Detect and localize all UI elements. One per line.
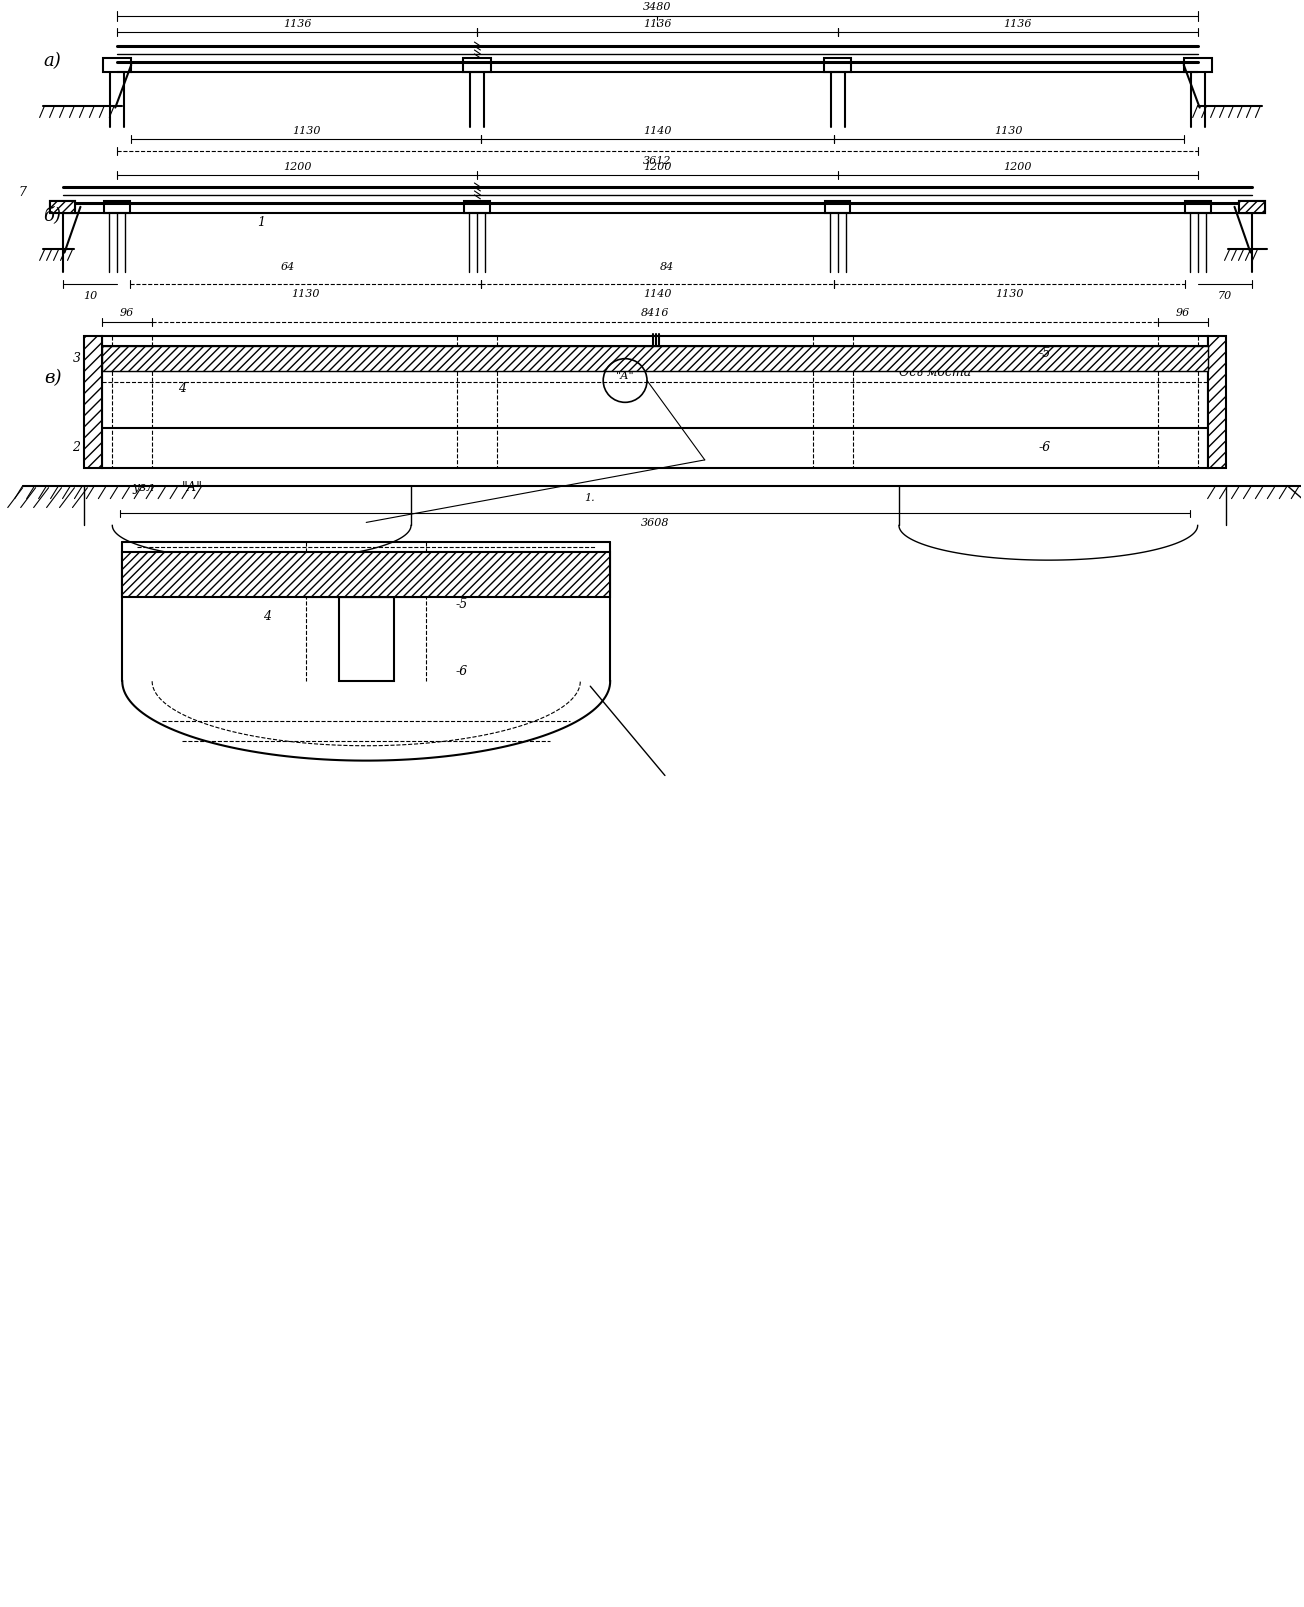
Text: 8416: 8416	[640, 309, 669, 318]
Bar	[463, 58, 492, 72]
Text: 4: 4	[179, 382, 186, 395]
Text: 3612: 3612	[643, 156, 672, 166]
Text: 2: 2	[73, 442, 81, 455]
Text: -6: -6	[456, 665, 468, 678]
Text: 1140: 1140	[643, 289, 672, 299]
Text: 1130: 1130	[995, 289, 1024, 299]
Text: 1136: 1136	[1003, 19, 1031, 29]
Text: 3480: 3480	[643, 2, 672, 13]
Text: "А": "А"	[615, 371, 635, 381]
Bar	[339, 596, 394, 681]
Text: а): а)	[44, 51, 61, 71]
Bar	[306, 567, 426, 596]
Text: 84: 84	[660, 262, 674, 272]
Text: 1130: 1130	[292, 127, 321, 137]
Text: 3: 3	[73, 352, 81, 365]
Text: 1200: 1200	[643, 162, 672, 172]
Bar	[824, 201, 850, 212]
Bar	[1240, 201, 1265, 212]
Text: в): в)	[44, 370, 61, 387]
Text: 1136: 1136	[643, 19, 672, 29]
Text: 7: 7	[18, 186, 26, 199]
Text: 1: 1	[257, 217, 265, 230]
Text: б): б)	[43, 206, 61, 223]
Text: 1200: 1200	[283, 162, 312, 172]
Text: 1140: 1140	[643, 127, 672, 137]
Bar	[123, 553, 610, 596]
Bar	[1208, 336, 1226, 468]
Text: 10: 10	[82, 291, 96, 301]
Text: -5: -5	[1038, 347, 1051, 360]
Text: Ось моста: Ось моста	[898, 365, 971, 379]
Bar	[824, 58, 852, 72]
Bar	[50, 201, 76, 212]
Text: 1130: 1130	[291, 289, 319, 299]
Bar	[103, 58, 132, 72]
Text: 3608: 3608	[640, 519, 669, 529]
Bar	[104, 201, 130, 212]
Bar	[50, 201, 76, 212]
Text: 1200: 1200	[1003, 162, 1031, 172]
Text: -6: -6	[1038, 442, 1051, 455]
Text: узл: узл	[132, 480, 154, 495]
Bar	[1184, 58, 1211, 72]
Bar	[85, 336, 102, 468]
Text: 1.: 1.	[584, 493, 595, 503]
Text: 1130: 1130	[995, 127, 1024, 137]
Text: 96: 96	[120, 309, 134, 318]
Bar	[102, 336, 1208, 468]
Text: 4: 4	[262, 611, 271, 624]
Bar	[1185, 201, 1210, 212]
Bar	[1240, 201, 1265, 212]
Text: 64: 64	[280, 262, 295, 272]
Text: 70: 70	[1218, 291, 1232, 301]
Text: -5: -5	[456, 598, 468, 611]
Text: "А": "А"	[183, 480, 203, 495]
Text: 96: 96	[1176, 309, 1189, 318]
Bar	[464, 201, 490, 212]
Text: 1136: 1136	[283, 19, 312, 29]
Bar	[102, 346, 1208, 371]
